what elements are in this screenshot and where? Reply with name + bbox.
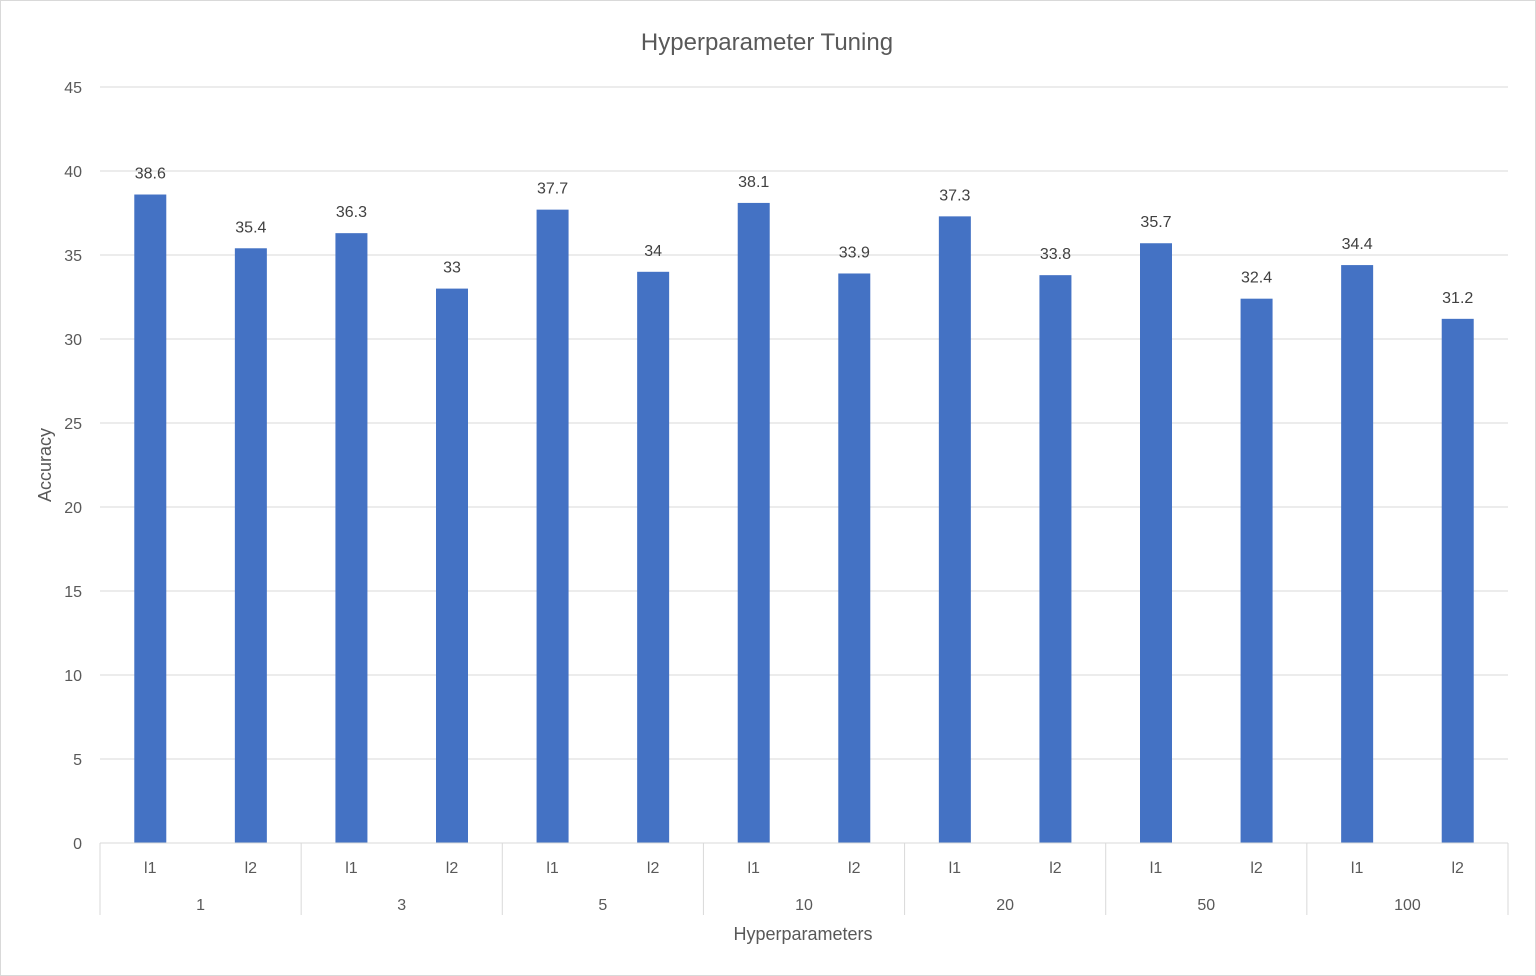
data-label: 33 [443, 260, 461, 277]
y-tick-label: 25 [64, 416, 82, 433]
bar [1140, 243, 1172, 844]
y-tick-label: 45 [64, 80, 82, 97]
group-label: 10 [795, 897, 813, 914]
x-tick-label: l1 [1150, 860, 1163, 877]
y-tick-label: 10 [64, 668, 82, 685]
x-tick-label: l2 [1451, 860, 1464, 877]
x-tick-label: l1 [546, 860, 559, 877]
y-tick-label: 30 [64, 332, 82, 349]
y-tick-label: 40 [64, 164, 82, 181]
bar [938, 216, 971, 844]
gridlines [100, 86, 1508, 760]
y-axis-title: Accuracy [35, 428, 55, 502]
bar [436, 288, 468, 844]
data-labels: 38.6 35.4 36.3 33 37.7 34 38.1 33.9 37.3 33.8 35.7… [135, 166, 1474, 307]
data-label: 34 [644, 243, 662, 260]
data-label: 32.4 [1241, 270, 1272, 287]
data-label: 35.7 [1140, 214, 1171, 231]
data-label: 37.3 [939, 187, 970, 204]
y-tick-label: 5 [73, 752, 82, 769]
x-tick-label: l1 [144, 860, 157, 877]
group-label: 1 [196, 897, 205, 914]
data-label: 33.8 [1040, 246, 1071, 263]
bar [838, 273, 871, 844]
bar [234, 248, 267, 843]
x-axis: l1 l2 1 l1 l2 3 l1 l2 5 l1 l2 10 l1 l2 20 l1 l2 50 l1 l2 100 [99, 842, 1509, 915]
data-label: 35.4 [235, 219, 266, 236]
bar [1039, 275, 1072, 843]
data-label: 38.1 [738, 174, 769, 191]
group-label: 3 [397, 897, 406, 914]
x-tick-label: l2 [446, 860, 459, 877]
group-label: 50 [1197, 897, 1215, 914]
x-tick-label: l2 [848, 860, 861, 877]
chart-title: Hyperparameter Tuning [641, 29, 893, 56]
y-tick-label: 35 [64, 248, 82, 265]
x-tick-label: l1 [747, 860, 760, 877]
data-label: 34.4 [1342, 236, 1373, 253]
x-tick-label: l2 [647, 860, 660, 877]
x-axis-title: Hyperparameters [733, 924, 872, 944]
data-label: 31.2 [1442, 290, 1473, 307]
y-tick-label: 20 [64, 500, 82, 517]
group-label: 5 [598, 897, 607, 914]
x-tick-label: l2 [245, 860, 258, 877]
data-label: 36.3 [336, 204, 367, 221]
x-tick-label: l1 [345, 860, 358, 877]
bar [1240, 298, 1273, 843]
bar [134, 194, 167, 843]
x-tick-label: l1 [949, 860, 962, 877]
group-label: 20 [996, 897, 1014, 914]
y-tick-label: 15 [64, 584, 82, 601]
data-label: 38.6 [135, 166, 166, 183]
data-label: 37.7 [537, 181, 568, 198]
y-tick-label: 0 [73, 836, 82, 853]
group-label: 100 [1394, 897, 1421, 914]
bar [1441, 318, 1474, 844]
data-label: 33.9 [839, 244, 870, 261]
x-tick-label: l2 [1049, 860, 1062, 877]
bar [1341, 265, 1374, 844]
bar [737, 202, 770, 844]
x-tick-label: l1 [1351, 860, 1364, 877]
bar [637, 271, 670, 843]
bar [335, 233, 368, 843]
x-tick-label: l2 [1250, 860, 1263, 877]
y-axis-ticks: 0 5 10 15 20 25 30 35 40 45 [64, 80, 82, 853]
bars [134, 194, 1474, 844]
bar [536, 209, 569, 843]
